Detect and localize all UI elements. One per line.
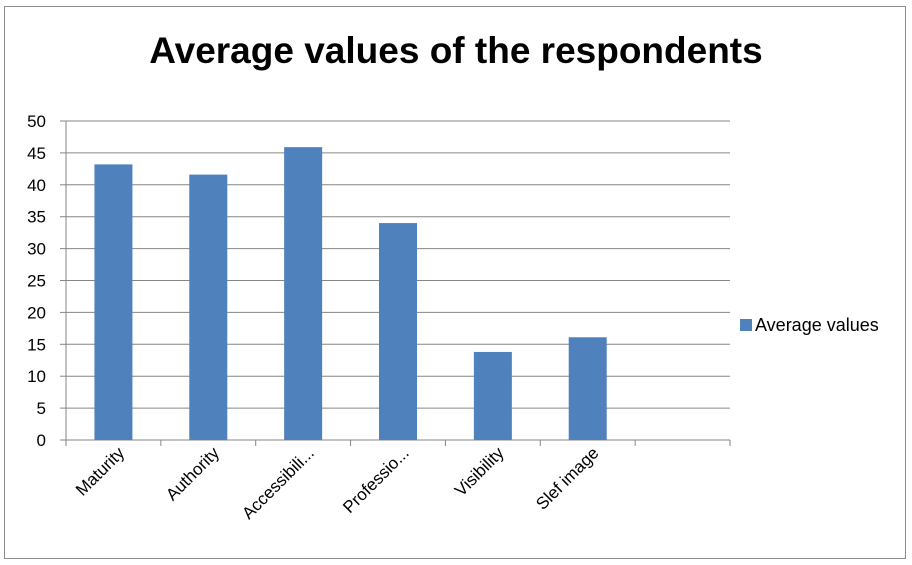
- y-tick-label: 35: [27, 208, 46, 227]
- x-category-label: Authority: [162, 443, 223, 504]
- chart-title: Average values of the respondents: [149, 30, 763, 71]
- legend-swatch: [740, 319, 752, 331]
- y-tick-label: 50: [27, 112, 46, 131]
- bar: [189, 174, 228, 441]
- bar: [284, 147, 323, 440]
- y-tick-label: 45: [27, 144, 46, 163]
- bars: [94, 147, 607, 441]
- y-tick-label: 15: [27, 335, 46, 354]
- y-tick-label: 0: [37, 431, 46, 450]
- x-category-label: Slef image: [532, 443, 602, 513]
- bar: [94, 164, 133, 440]
- y-tick-label: 10: [27, 367, 46, 386]
- bar: [473, 351, 512, 440]
- y-tick-label: 25: [27, 272, 46, 291]
- y-tick-label: 5: [37, 399, 46, 418]
- bar: [568, 337, 607, 440]
- x-category-label: Visibility: [451, 443, 508, 500]
- y-tick-label: 30: [27, 240, 46, 259]
- y-tick-label: 20: [27, 303, 46, 322]
- x-category-label: Maturity: [72, 443, 129, 500]
- legend: Average values: [740, 315, 879, 335]
- x-category-label: Accessibili...: [238, 443, 318, 523]
- legend-label: Average values: [755, 315, 879, 335]
- x-category-label: Professio...: [339, 443, 413, 517]
- chart-area: [4, 6, 906, 559]
- bar: [379, 223, 417, 440]
- y-tick-label: 40: [27, 176, 46, 195]
